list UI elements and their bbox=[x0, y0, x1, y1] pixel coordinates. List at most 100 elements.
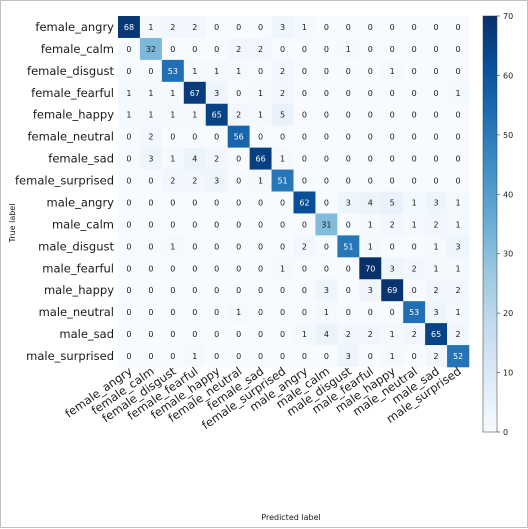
heatmap-cell bbox=[271, 125, 294, 148]
cell-value-label: 0 bbox=[280, 242, 285, 251]
heatmap-cell bbox=[293, 37, 316, 61]
cell-value-label: 0 bbox=[390, 111, 395, 120]
cell-value-label: 1 bbox=[324, 308, 329, 317]
cell-value-label: 0 bbox=[346, 89, 351, 98]
heatmap-cell bbox=[249, 125, 272, 148]
cell-value-label: 0 bbox=[148, 198, 153, 207]
heatmap-cell bbox=[271, 191, 294, 214]
cell-value-label: 0 bbox=[434, 111, 439, 120]
y-tick-label: female_sad bbox=[48, 152, 114, 166]
heatmap-cell bbox=[161, 345, 185, 368]
cell-value-label: 0 bbox=[368, 352, 373, 361]
heatmap-cell bbox=[227, 103, 250, 126]
cell-value-label: 0 bbox=[346, 220, 351, 229]
y-tick-label: female_calm bbox=[41, 42, 114, 56]
cell-value-label: 56 bbox=[234, 133, 244, 142]
cell-value-label: 0 bbox=[368, 111, 373, 120]
heatmap-cell bbox=[271, 235, 294, 258]
heatmap-cell bbox=[403, 37, 426, 61]
heatmap-cell bbox=[359, 81, 382, 105]
cell-value-label: 0 bbox=[236, 155, 241, 164]
cell-value-label: 0 bbox=[236, 286, 241, 295]
cell-value-label: 2 bbox=[368, 330, 373, 339]
cell-value-label: 51 bbox=[277, 177, 287, 186]
heatmap-cell bbox=[227, 323, 250, 346]
heatmap-cell bbox=[337, 59, 360, 83]
cell-value-label: 0 bbox=[324, 352, 329, 361]
cell-value-label: 1 bbox=[258, 111, 263, 120]
heatmap-cell bbox=[139, 125, 163, 148]
heatmap-cell bbox=[425, 301, 448, 324]
heatmap-cell bbox=[293, 345, 316, 368]
cell-value-label: 3 bbox=[346, 352, 351, 361]
heatmap-cell bbox=[337, 147, 360, 170]
cell-value-label: 0 bbox=[324, 67, 329, 76]
cell-value-label: 0 bbox=[280, 308, 285, 317]
heatmap-cell bbox=[403, 279, 426, 302]
heatmap-cell bbox=[249, 257, 272, 280]
cell-value-label: 51 bbox=[343, 242, 353, 251]
cell-value-label: 0 bbox=[258, 264, 263, 273]
heatmap-cell bbox=[139, 213, 163, 236]
cell-value-label: 0 bbox=[412, 67, 417, 76]
cell-value-label: 0 bbox=[280, 133, 285, 142]
heatmap-cell bbox=[271, 103, 294, 126]
heatmap-cell bbox=[337, 16, 360, 39]
heatmap-cell bbox=[425, 81, 448, 105]
colorbar: 0 10 20 30 40 50 60 70 bbox=[482, 12, 513, 437]
cell-value-label: 0 bbox=[214, 286, 219, 295]
heatmap-cell bbox=[139, 147, 163, 170]
cell-value-label: 3 bbox=[368, 286, 373, 295]
heatmap-cell bbox=[205, 81, 228, 105]
heatmap-cell bbox=[205, 103, 228, 126]
heatmap-cell bbox=[205, 279, 228, 302]
heatmap-cell bbox=[161, 147, 185, 170]
heatmap-cell bbox=[381, 345, 404, 368]
heatmap-cell bbox=[118, 279, 141, 302]
cell-value-label: 68 bbox=[124, 23, 134, 32]
heatmap-cell bbox=[139, 235, 163, 258]
cell-value-label: 2 bbox=[302, 242, 307, 251]
cell-value-label: 0 bbox=[390, 308, 395, 317]
cell-value-label: 2 bbox=[236, 45, 241, 54]
cell-value-label: 0 bbox=[302, 352, 307, 361]
heatmap-cell bbox=[403, 191, 426, 214]
heatmap-cell bbox=[403, 301, 426, 324]
colorbar-tick-label: 10 bbox=[503, 369, 513, 378]
heatmap-cell bbox=[161, 301, 185, 324]
cell-value-label: 0 bbox=[192, 45, 197, 54]
heatmap-cell bbox=[227, 279, 250, 302]
cell-value-label: 3 bbox=[214, 177, 219, 186]
heatmap-cell bbox=[205, 323, 228, 346]
heatmap-cell bbox=[447, 103, 470, 126]
heatmap-cell bbox=[249, 16, 272, 39]
cell-value-label: 1 bbox=[434, 264, 439, 273]
cell-value-label: 2 bbox=[434, 352, 439, 361]
cell-value-label: 0 bbox=[236, 198, 241, 207]
heatmap-cell bbox=[161, 279, 185, 302]
heatmap-cell bbox=[271, 279, 294, 302]
heatmap-cell bbox=[359, 125, 382, 148]
y-tick-label: female_happy bbox=[33, 108, 114, 122]
cell-value-label: 53 bbox=[409, 308, 419, 317]
heatmap-cell bbox=[359, 147, 382, 170]
heatmap-cell bbox=[205, 301, 228, 324]
heatmap-cell bbox=[118, 213, 141, 236]
cell-value-label: 0 bbox=[390, 23, 395, 32]
heatmap-cell bbox=[161, 235, 185, 258]
heatmap-cell bbox=[183, 235, 207, 258]
cell-value-label: 0 bbox=[126, 352, 131, 361]
heatmap-cell bbox=[227, 257, 250, 280]
heatmap-cell bbox=[118, 257, 141, 280]
cell-value-label: 0 bbox=[302, 133, 307, 142]
heatmap-cell bbox=[161, 191, 185, 214]
heatmap-cell bbox=[337, 279, 360, 302]
colorbar-tick-label: 40 bbox=[503, 190, 513, 199]
cell-value-label: 0 bbox=[214, 198, 219, 207]
cell-value-label: 0 bbox=[455, 177, 460, 186]
heatmap-cell bbox=[293, 213, 316, 236]
cell-value-label: 1 bbox=[170, 242, 175, 251]
cell-value-label: 5 bbox=[280, 111, 285, 120]
heatmap-cell bbox=[205, 191, 228, 214]
